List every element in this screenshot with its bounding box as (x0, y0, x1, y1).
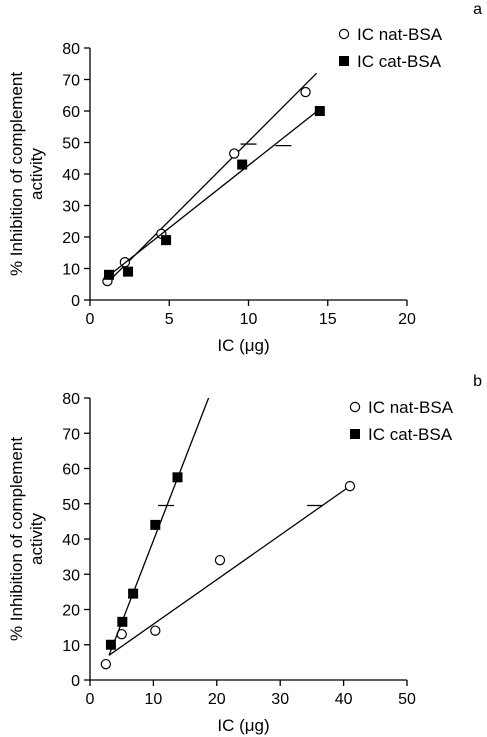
y-tick-label: 30 (62, 199, 80, 216)
data-point-nat-bsa (100, 658, 112, 670)
y-tick-label: 50 (62, 497, 80, 514)
panel-a: a 0 5 10 15 20 0 10 20 30 40 50 60 70 80 IC (μg) % Inhib… (7, 1, 482, 355)
y-axis-label-line: activity (27, 148, 46, 200)
x-tick-label: 5 (165, 311, 174, 328)
x-tick-label: 20 (208, 691, 226, 708)
data-point-nat-bsa (150, 625, 161, 636)
y-tick-label: 60 (62, 104, 80, 121)
data-point-cat-bsa (123, 266, 134, 277)
x-axis-label: IC (μg) (217, 336, 269, 355)
y-tick-label: 30 (62, 567, 80, 584)
legend-marker-nat-bsa (349, 401, 361, 413)
legend: IC nat-BSA IC cat-BSA (338, 25, 443, 71)
data-point-cat-bsa (105, 639, 116, 650)
panel-letter: b (473, 373, 482, 390)
y-axis-label-line: activity (27, 513, 46, 565)
data-point-nat-bsa (344, 480, 356, 492)
data-point-cat-bsa (104, 269, 115, 280)
x-axis-label: IC (μg) (217, 716, 269, 735)
x-tick-label: 30 (271, 691, 289, 708)
x-tick-label: 20 (398, 311, 416, 328)
data-point-cat-bsa (150, 519, 161, 530)
y-tick-label: 40 (62, 532, 80, 549)
panel-letter: a (473, 1, 482, 18)
x-tick-label: 10 (240, 311, 258, 328)
legend-label: IC cat-BSA (357, 52, 442, 71)
y-tick-label: 50 (62, 136, 80, 153)
y-tick-label: 10 (62, 638, 80, 655)
data-point-nat-bsa (300, 86, 311, 98)
data-point-cat-bsa (161, 235, 172, 246)
x-tick-label: 40 (335, 691, 353, 708)
legend-label: IC nat-BSA (368, 398, 454, 417)
y-tick-label: 20 (62, 603, 80, 620)
y-axis-label-line: % Inhibition of complement (7, 437, 26, 641)
legend-marker-nat-bsa (338, 28, 350, 40)
y-axis-label-line: % Inhibition of complement (7, 72, 26, 276)
y-tick-label: 20 (62, 230, 80, 247)
y-axis-label: % Inhibition of complementactivity (7, 72, 46, 276)
legend-label: IC cat-BSA (368, 425, 453, 444)
x-tick-label: 50 (398, 691, 416, 708)
legend-marker-cat-bsa (339, 56, 349, 66)
y-tick-label: 80 (62, 391, 80, 408)
fit-line-nat-bsa (105, 72, 318, 285)
y-tick-label: 0 (71, 673, 80, 690)
data-point-cat-bsa (237, 159, 248, 170)
data-point-nat-bsa (214, 554, 226, 566)
x-tick-label: 0 (86, 311, 95, 328)
y-tick-label: 40 (62, 167, 80, 184)
data-point-cat-bsa (128, 588, 139, 599)
x-tick-label: 0 (86, 691, 95, 708)
y-tick-label: 80 (62, 41, 80, 58)
data-point-cat-bsa (117, 616, 128, 627)
x-tick-label: 15 (319, 311, 337, 328)
fit-line-cat-bsa (105, 107, 322, 279)
legend: IC nat-BSA IC cat-BSA (349, 398, 454, 444)
y-tick-label: 70 (62, 426, 80, 443)
y-tick-label: 10 (62, 262, 80, 279)
legend-label: IC nat-BSA (357, 25, 443, 44)
panel-b: b 0 10 20 30 40 50 0 10 20 30 40 50 60 70 80 IC (μg) % In… (7, 373, 482, 735)
data-point-cat-bsa (314, 106, 325, 116)
y-tick-label: 0 (71, 293, 80, 310)
data-point-cat-bsa (172, 472, 183, 483)
y-tick-label: 70 (62, 73, 80, 90)
fit-line-nat-bsa (108, 485, 351, 656)
legend-marker-cat-bsa (350, 429, 360, 439)
data-point-nat-bsa (229, 148, 240, 159)
y-tick-label: 60 (62, 462, 80, 479)
y-axis-label: % Inhibition of complementactivity (7, 437, 46, 641)
x-tick-label: 10 (145, 691, 163, 708)
